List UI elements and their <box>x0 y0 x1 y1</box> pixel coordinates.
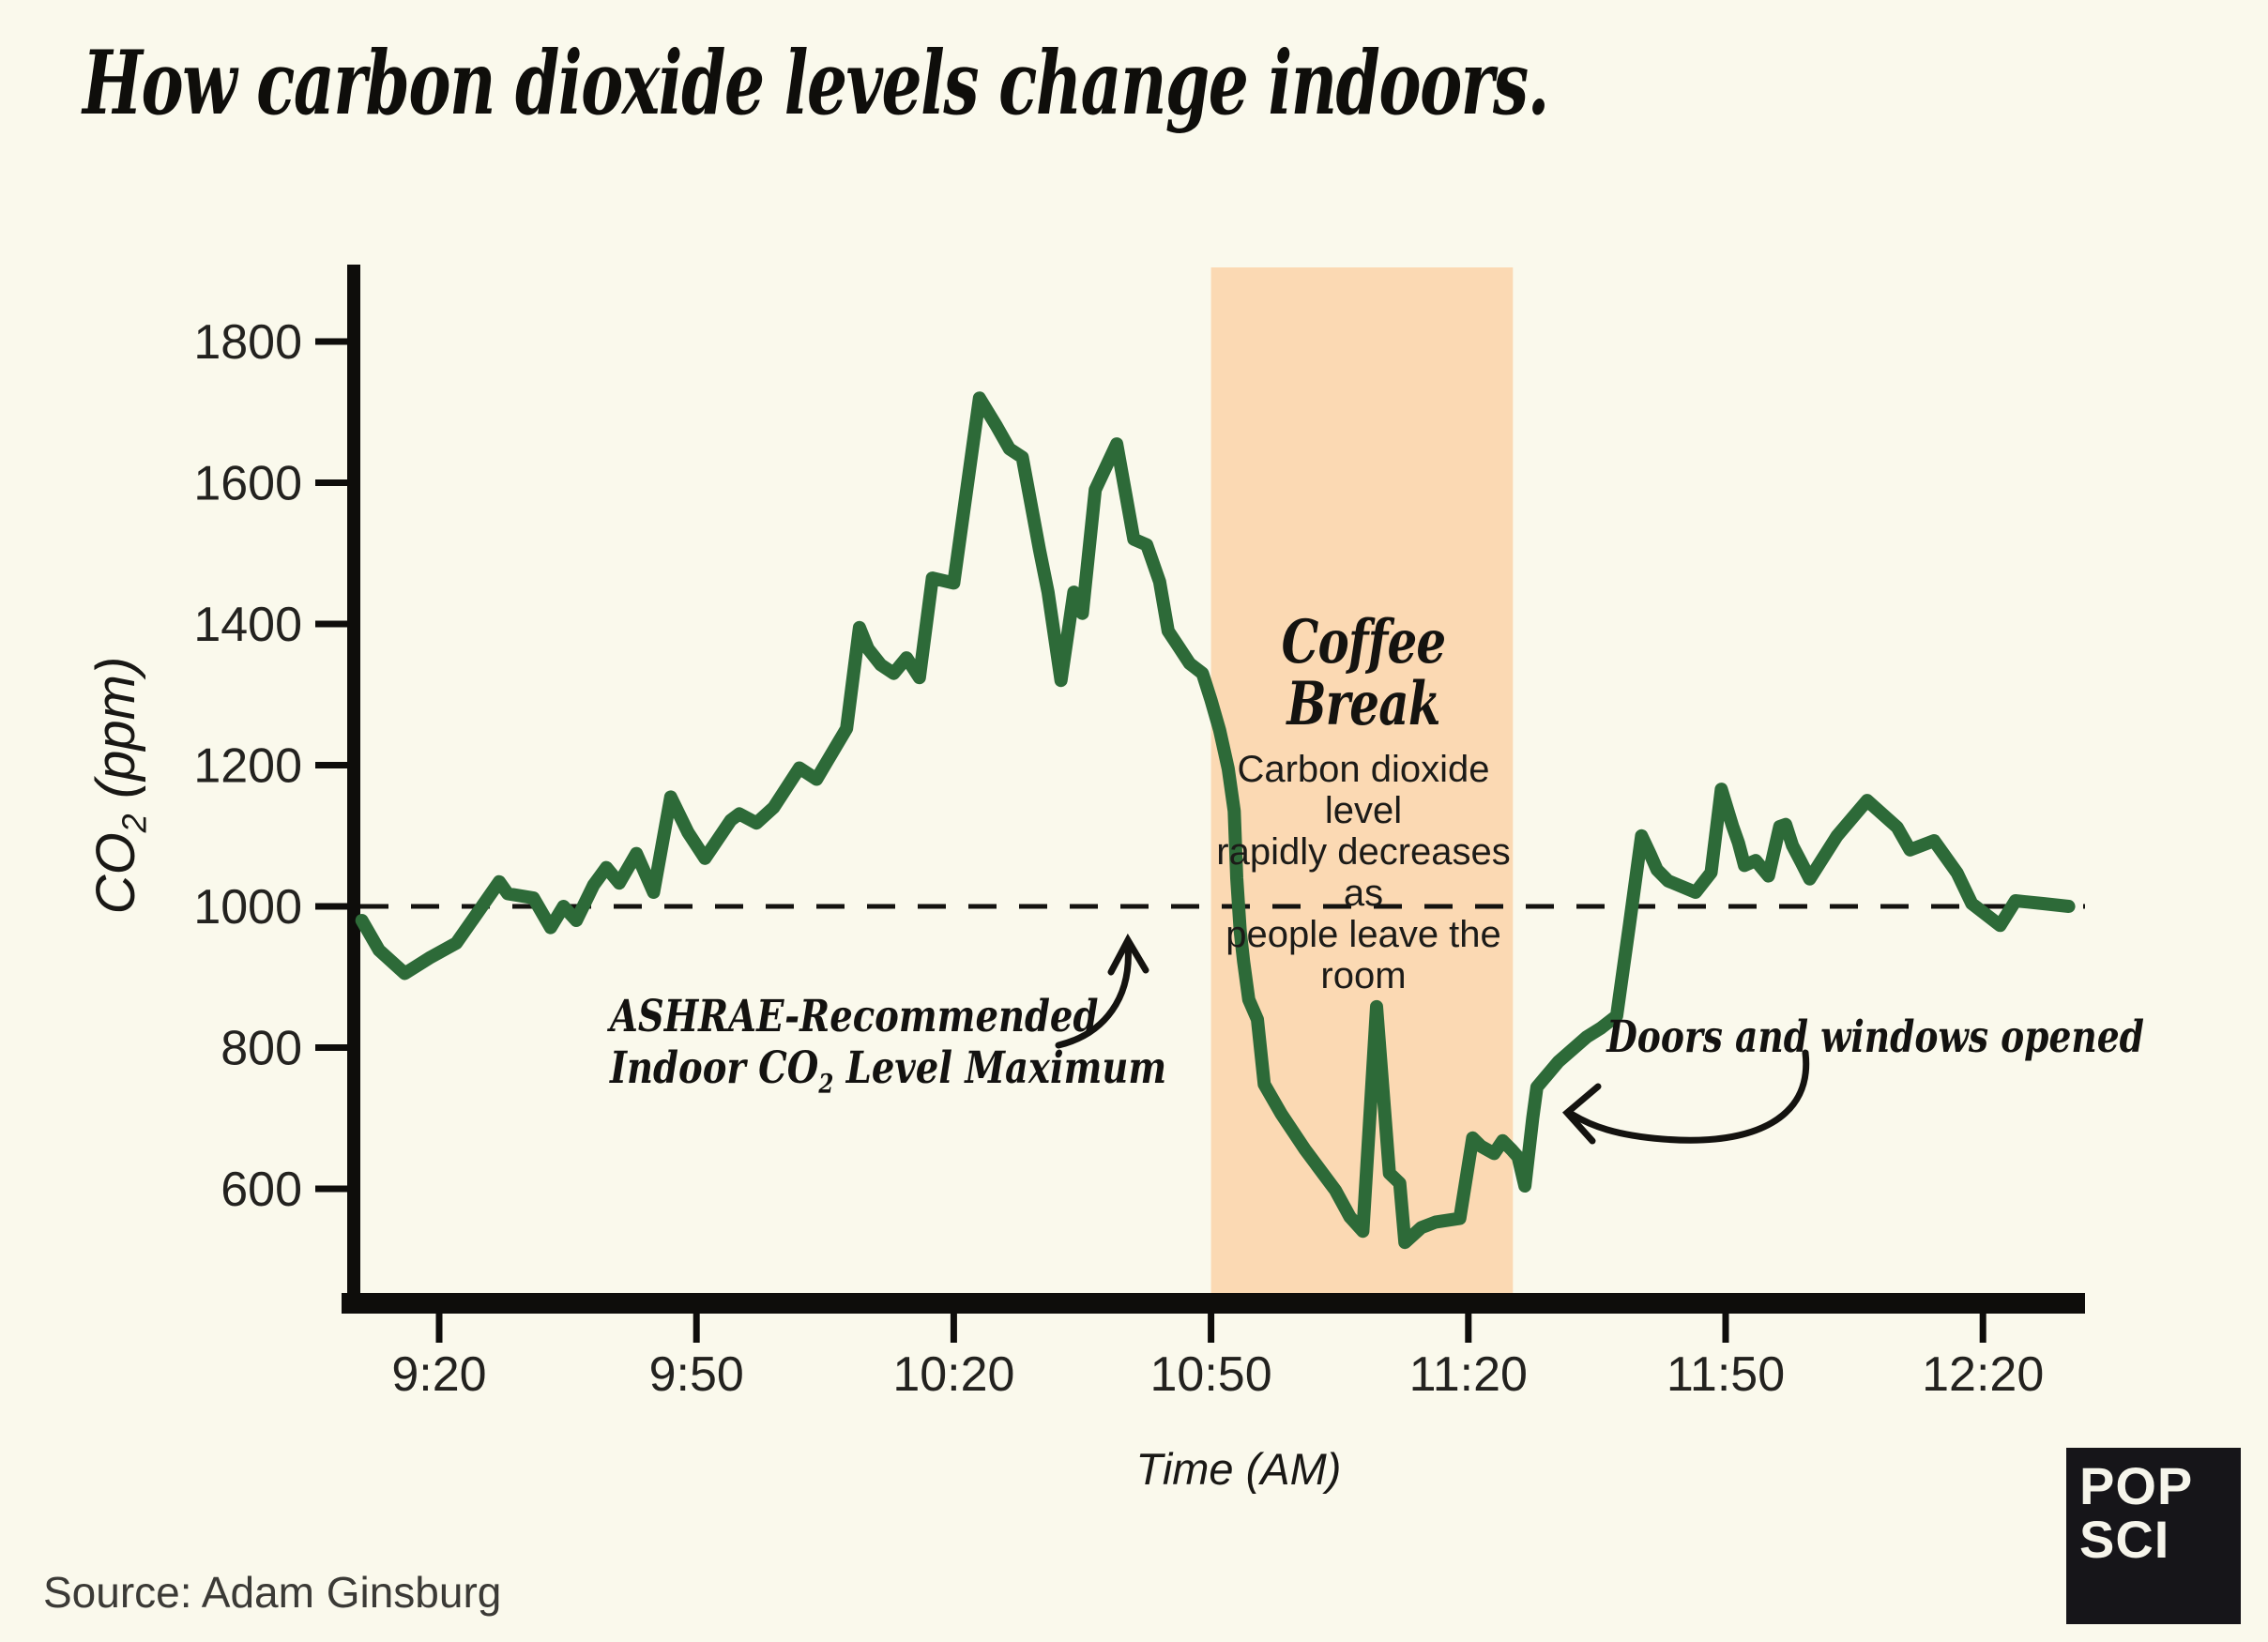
coffee-break-annotation: Coffee Break Carbon dioxide level rapidl… <box>1212 607 1515 997</box>
x-tick-label: 10:50 <box>1150 1347 1272 1402</box>
x-tick-label: 10:20 <box>892 1347 1014 1402</box>
ashrae-annotation-line2: Indoor CO2 Level Maximum <box>610 1042 1166 1109</box>
coffee-break-band <box>1210 267 1514 1293</box>
co2-data-line <box>355 391 2076 1250</box>
y-tick-label: 800 <box>221 1022 302 1076</box>
y-tick-label: 1600 <box>193 457 302 511</box>
ashrae-line2-suffix: Level Maximum <box>833 1042 1167 1094</box>
page-title: How carbon dioxide levels change indoors… <box>83 32 1549 135</box>
source-credit: Source: Adam Ginsburg <box>43 1568 502 1617</box>
y-tick-label: 1000 <box>193 880 302 935</box>
y-axis-ticks: 600 800 1000 1200 1400 1600 1800 <box>193 315 347 1217</box>
y-tick-label: 600 <box>221 1163 302 1217</box>
y-axis-title-subscript: 2 <box>114 813 154 833</box>
coffee-break-heading-line2: Break <box>1286 669 1440 739</box>
x-tick-label: 9:20 <box>391 1347 486 1402</box>
ashrae-annotation: ASHRAE-Recommended Indoor CO2 Level Maxi… <box>610 991 1166 1109</box>
x-tick-label: 11:20 <box>1409 1347 1528 1402</box>
popsci-logo-line1: POP <box>2079 1456 2194 1515</box>
y-tick-label: 1800 <box>193 315 302 370</box>
y-tick-label: 1400 <box>193 598 302 652</box>
doors-arrow <box>1561 1049 1810 1145</box>
y-axis-title-base: CO <box>85 832 146 915</box>
x-tick-label: 12:20 <box>1922 1347 2044 1402</box>
coffee-break-body-line1: Carbon dioxide level <box>1237 749 1490 831</box>
coffee-break-heading-line1: Coffee <box>1281 607 1447 677</box>
y-tick-label: 1200 <box>193 739 302 794</box>
coffee-break-body-line2: rapidly decreases as <box>1216 831 1511 914</box>
ashrae-arrow <box>1055 933 1149 1049</box>
ashrae-line2-prefix: Indoor CO <box>610 1042 819 1094</box>
ashrae-annotation-line1: ASHRAE-Recommended <box>610 991 1099 1042</box>
coffee-break-body-line3: people leave the room <box>1225 914 1501 996</box>
coffee-break-body: Carbon dioxide level rapidly decreases a… <box>1212 749 1515 996</box>
popsci-logo-line2: SCI <box>2079 1510 2170 1569</box>
y-axis-spine <box>347 265 360 1314</box>
x-axis-spine <box>342 1293 2085 1314</box>
y-axis-title-unit: (ppm) <box>85 656 146 814</box>
ashrae-line2-subscript: 2 <box>818 1068 834 1100</box>
x-tick-label: 9:50 <box>649 1347 744 1402</box>
arrowhead-left-icon <box>1561 1083 1602 1145</box>
x-axis-title: Time (AM) <box>1135 1444 1342 1494</box>
doors-windows-annotation: Doors and windows opened <box>1606 1011 2144 1063</box>
arrowhead-up-icon <box>1107 933 1149 976</box>
popsci-logo: POP SCI <box>2066 1448 2241 1624</box>
x-axis-ticks: 9:20 9:50 10:20 10:50 11:20 11:50 12:20 <box>391 1314 2044 1402</box>
y-axis-title: CO2 (ppm) <box>84 504 154 1067</box>
x-tick-label: 11:50 <box>1667 1347 1785 1402</box>
